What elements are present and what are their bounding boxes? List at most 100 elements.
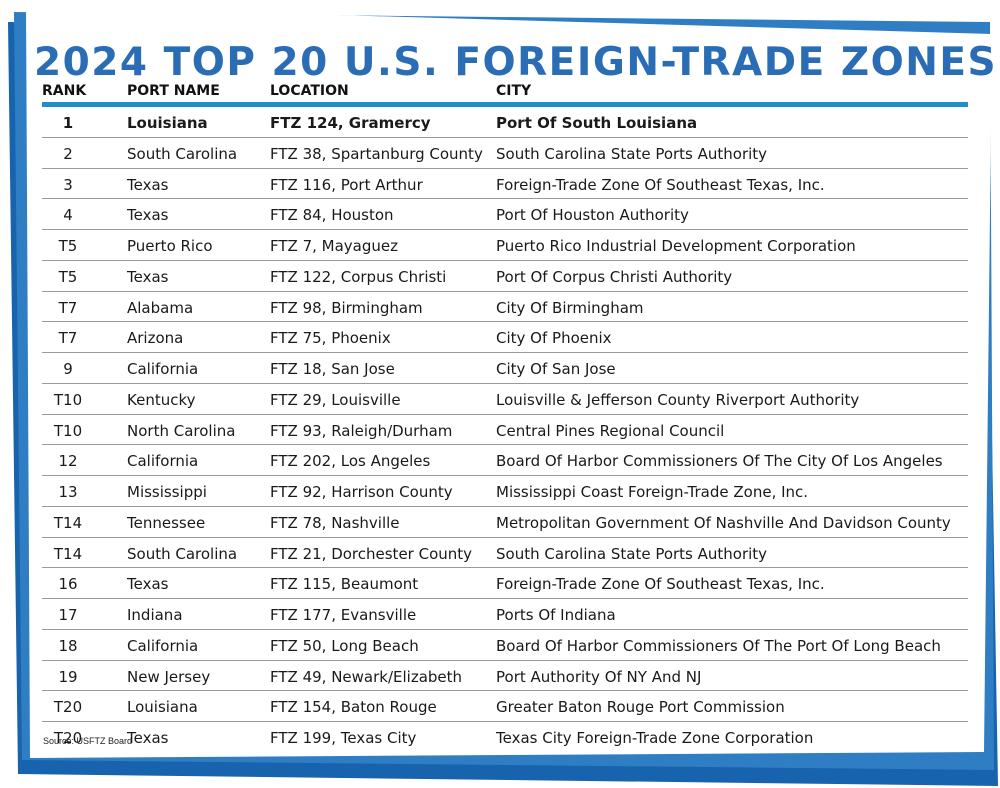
table-row: T5 Puerto Rico FTZ 7, Mayaguez Puerto Rico … <box>42 230 968 261</box>
location-cell: FTZ 50, Long Beach <box>270 636 419 655</box>
rank-cell: 9 <box>63 360 73 378</box>
rank-cell: 13 <box>58 483 78 501</box>
port-name-cell: Kentucky <box>127 390 196 409</box>
rank-cell: T5 <box>58 267 78 286</box>
rank-cell: T20 <box>53 729 83 747</box>
rank-cell: T5 <box>58 237 78 255</box>
port-name-cell: Texas <box>127 267 169 286</box>
rank-cell: T14 <box>53 544 83 563</box>
city-cell: Port Of South Louisiana <box>496 114 698 132</box>
location-cell: FTZ 18, San Jose <box>270 360 395 378</box>
city-cell: Metropolitan Government Of Nashville And… <box>496 513 951 532</box>
city-cell: Foreign-Trade Zone Of Southeast Texas, I… <box>496 175 825 194</box>
city-cell: Port Of Houston Authority <box>496 206 689 225</box>
location-cell: FTZ 21, Dorchester County <box>270 544 473 563</box>
location-cell: FTZ 29, Louisville <box>270 390 401 409</box>
header-city: CITY <box>496 83 532 99</box>
port-name-cell: California <box>127 452 199 471</box>
location-cell: FTZ 122, Corpus Christi <box>270 267 447 286</box>
city-cell: Mississippi Coast Foreign-Trade Zone, In… <box>496 483 809 501</box>
location-cell: FTZ 98, Birmingham <box>270 298 423 317</box>
rank-cell: T10 <box>53 390 83 409</box>
port-name-cell: South Carolina <box>127 544 238 563</box>
port-name-cell: Mississippi <box>127 483 207 501</box>
rank-cell: 18 <box>58 636 78 655</box>
header-location: LOCATION <box>270 83 349 99</box>
location-cell: FTZ 84, Houston <box>270 206 394 225</box>
table-row: T7 Arizona FTZ 75, Phoenix City Of Phoenix <box>42 322 968 353</box>
table-row: T10 Kentucky FTZ 29, Louisville Louisville … <box>42 384 968 415</box>
port-name-cell: Texas <box>127 175 169 194</box>
city-cell: Board Of Harbor Commissioners Of The Cit… <box>496 452 943 471</box>
location-cell: FTZ 92, Harrison County <box>270 483 453 501</box>
city-cell: Greater Baton Rouge Port Commission <box>496 698 785 717</box>
port-name-cell: Arizona <box>127 329 184 348</box>
table-row: T14 South Carolina FTZ 21, Dorchester Coun… <box>42 538 968 569</box>
table-row: 13 Mississippi FTZ 92, Harrison County Miss… <box>42 476 968 507</box>
port-name-cell: Texas <box>127 575 169 594</box>
city-cell: City Of Birmingham <box>496 298 644 317</box>
city-cell: South Carolina State Ports Authority <box>496 144 768 163</box>
table-row: 3 Texas FTZ 116, Port Arthur Foreign-Trade … <box>42 169 968 200</box>
rank-cell: T14 <box>53 513 83 532</box>
rank-cell: 4 <box>63 206 73 225</box>
rank-cell: 2 <box>63 144 73 163</box>
table-row: T20 Texas FTZ 199, Texas City Texas City Fo… <box>42 722 968 752</box>
rank-cell: T20 <box>53 698 83 717</box>
table-card: 2024 TOP 20 U.S. FOREIGN-TRADE ZONES RAN… <box>34 22 998 757</box>
port-name-cell: California <box>127 636 199 655</box>
port-name-cell: Alabama <box>127 298 194 317</box>
port-name-cell: Puerto Rico <box>127 237 213 255</box>
table-row: 4 Texas FTZ 84, Houston Port Of Houston Aut… <box>42 199 968 230</box>
city-cell: Ports Of Indiana <box>496 606 616 624</box>
city-cell: Board Of Harbor Commissioners Of The Por… <box>496 636 941 655</box>
port-name-cell: Tennessee <box>127 513 206 532</box>
header-rank: RANK <box>42 83 87 99</box>
table-row: T14 Tennessee FTZ 78, Nashville Metropolita… <box>42 507 968 538</box>
port-name-cell: New Jersey <box>127 667 211 686</box>
port-name-cell: Louisiana <box>127 114 208 132</box>
header-port-name: PORT NAME <box>127 83 220 99</box>
city-cell: Central Pines Regional Council <box>496 421 725 440</box>
city-cell: Port Authority Of NY And NJ <box>496 667 702 686</box>
location-cell: FTZ 75, Phoenix <box>270 329 391 348</box>
location-cell: FTZ 124, Gramercy <box>270 114 431 132</box>
page-title: 2024 TOP 20 U.S. FOREIGN-TRADE ZONES <box>34 40 998 85</box>
city-cell: City Of San Jose <box>496 360 616 378</box>
location-cell: FTZ 154, Baton Rouge <box>270 698 437 717</box>
location-cell: FTZ 49, Newark/Elizabeth <box>270 667 463 686</box>
location-cell: FTZ 199, Texas City <box>270 729 417 747</box>
table-row: 19 New Jersey FTZ 49, Newark/Elizabeth Port… <box>42 661 968 692</box>
table-row: T7 Alabama FTZ 98, Birmingham City Of Birmi… <box>42 292 968 323</box>
port-name-cell: Louisiana <box>127 698 198 717</box>
rank-cell: T10 <box>53 421 83 440</box>
table-row: 17 Indiana FTZ 177, Evansville Ports Of Ind… <box>42 599 968 630</box>
rank-cell: 16 <box>58 575 78 594</box>
city-cell: Port Of Corpus Christi Authority <box>496 267 733 286</box>
city-cell: Texas City Foreign-Trade Zone Corporatio… <box>496 729 814 747</box>
rank-cell: 19 <box>58 667 78 686</box>
port-name-cell: Indiana <box>127 606 183 624</box>
location-cell: FTZ 177, Evansville <box>270 606 417 624</box>
location-cell: FTZ 202, Los Angeles <box>270 452 431 471</box>
table-body: 1 Louisiana FTZ 124, Gramercy Port Of South… <box>42 107 968 752</box>
rank-cell: 3 <box>63 175 73 194</box>
port-name-cell: Texas <box>127 729 169 747</box>
rank-cell: 12 <box>58 452 78 471</box>
table-header: RANK PORT NAME LOCATION CITY <box>42 82 968 107</box>
city-cell: City Of Phoenix <box>496 329 612 348</box>
rank-cell: 17 <box>58 606 78 624</box>
city-cell: Puerto Rico Industrial Development Corpo… <box>496 237 856 255</box>
table-row: T10 North Carolina FTZ 93, Raleigh/Durham C… <box>42 415 968 446</box>
port-name-cell: South Carolina <box>127 144 238 163</box>
location-cell: FTZ 78, Nashville <box>270 513 400 532</box>
table-row: T20 Louisiana FTZ 154, Baton Rouge Greater … <box>42 691 968 722</box>
location-cell: FTZ 93, Raleigh/Durham <box>270 421 453 440</box>
port-name-cell: Texas <box>127 206 169 225</box>
location-cell: FTZ 7, Mayaguez <box>270 237 398 255</box>
table-row: 18 California FTZ 50, Long Beach Board Of H… <box>42 630 968 661</box>
source-note: Source: USFTZ Board <box>43 736 133 746</box>
location-cell: FTZ 116, Port Arthur <box>270 175 423 194</box>
table-row: 1 Louisiana FTZ 124, Gramercy Port Of South… <box>42 107 968 138</box>
